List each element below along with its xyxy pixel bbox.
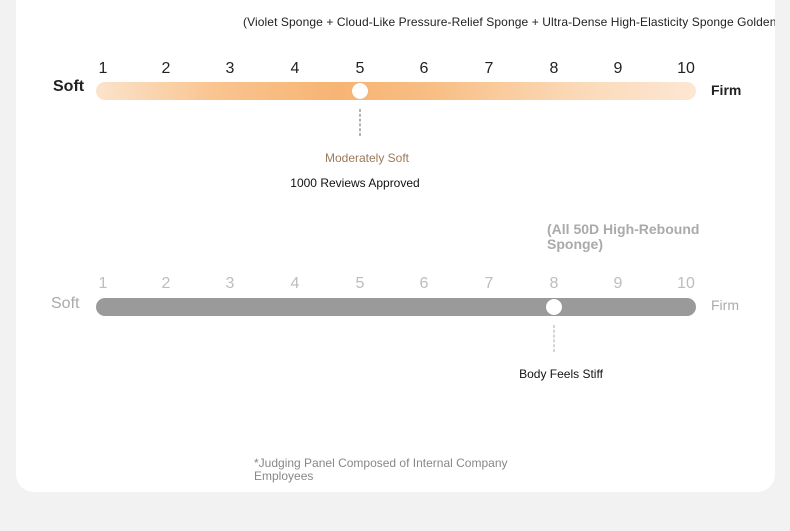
scale-number: 3 <box>225 275 235 292</box>
scale-number: 4 <box>290 60 300 77</box>
soft-label: Soft <box>51 295 80 312</box>
scale-number: 8 <box>549 60 559 77</box>
scale-number: 2 <box>161 60 171 77</box>
soft-label: Soft <box>53 78 85 95</box>
scale-number: 3 <box>225 60 235 77</box>
material-label: (All 50D High-Rebound Sponge) <box>547 221 700 252</box>
scale-number: 9 <box>613 275 623 292</box>
footnote: *Judging Panel Composed of Internal Comp… <box>254 456 508 483</box>
scale-number: 10 <box>677 60 695 77</box>
scale-number: 9 <box>613 60 623 77</box>
scale-number: 1 <box>98 275 108 292</box>
scale-number: 8 <box>549 275 559 292</box>
reviews-label: 1000 Reviews Approved <box>290 176 420 190</box>
level-indicator-line <box>553 325 555 352</box>
firmness-track <box>96 298 696 316</box>
level-indicator-line <box>359 109 361 136</box>
scale-number: 1 <box>98 60 108 77</box>
scale-number: 7 <box>484 275 494 292</box>
scale-number: 6 <box>419 60 429 77</box>
scale-number: 5 <box>355 60 365 77</box>
firm-label: Firm <box>711 82 742 98</box>
material-composition-subtitle: (Violet Sponge + Cloud-Like Pressure-Rel… <box>243 15 775 29</box>
scale-number: 5 <box>355 275 365 292</box>
level-label: Body Feels Stiff <box>519 367 603 381</box>
scale-number: 4 <box>290 275 300 292</box>
scale-number: 10 <box>677 275 695 292</box>
firm-label: Firm <box>711 297 739 313</box>
level-label: Moderately Soft <box>324 151 410 165</box>
scale-number: 2 <box>161 275 171 292</box>
firmness-track <box>96 82 696 100</box>
firmness-knob <box>352 83 368 99</box>
firmness-knob <box>546 299 562 315</box>
scale-number: 6 <box>419 275 429 292</box>
comparison-card: (Violet Sponge + Cloud-Like Pressure-Rel… <box>16 0 775 492</box>
scale-number: 7 <box>484 60 494 77</box>
